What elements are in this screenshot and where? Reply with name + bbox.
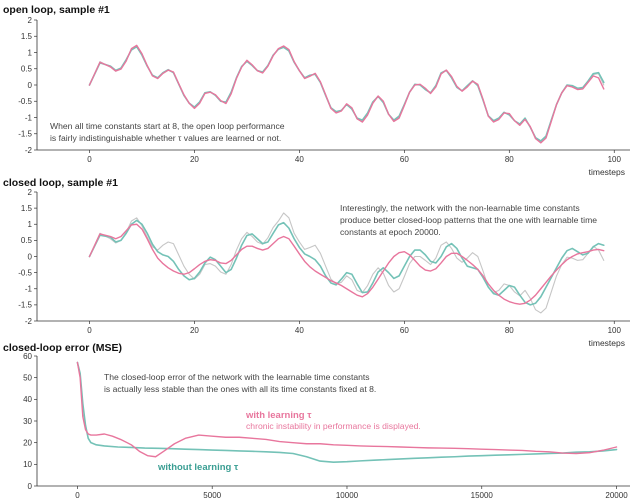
annotation-line-1: When all time constants start at 8, the … bbox=[50, 121, 285, 131]
y-tick-label: 0 bbox=[28, 252, 33, 261]
y-tick-label: 0.5 bbox=[21, 236, 33, 245]
x-tick-label: 60 bbox=[400, 155, 409, 164]
y-tick-label: 0 bbox=[28, 482, 33, 491]
annotation-line-2: is actually less stable than the ones wi… bbox=[104, 384, 376, 394]
series-line-learning bbox=[88, 223, 605, 305]
x-tick-label: 0 bbox=[87, 155, 92, 164]
y-tick-label: -0.5 bbox=[18, 97, 32, 106]
x-tick-label: 40 bbox=[295, 326, 304, 335]
series-line-learning bbox=[76, 361, 618, 458]
panel-title: open loop, sample #1 bbox=[3, 4, 110, 16]
y-tick-label: 1.5 bbox=[21, 204, 33, 213]
annotation-line-2: produce better closed-loop patterns that… bbox=[340, 215, 597, 225]
y-tick-label: 50 bbox=[23, 373, 32, 382]
panel-closed-loop-error: closed-loop error (MSE) 60 50 40 30 20 10 0 0 5… bbox=[3, 342, 630, 499]
y-tick-label: 0.5 bbox=[21, 65, 33, 74]
x-axis-label: timesteps bbox=[589, 167, 625, 177]
panel-open-loop: open loop, sample #1 2 1.5 1 0.5 0 -0.5 -1 -1.5… bbox=[3, 4, 630, 177]
y-tick-label: 20 bbox=[23, 438, 32, 447]
series-group bbox=[88, 44, 605, 144]
x-tick-label: 100 bbox=[608, 326, 622, 335]
x-tick-label: 100 bbox=[608, 155, 622, 164]
y-tick-label: 40 bbox=[23, 395, 32, 404]
y-tick-label: 1.5 bbox=[21, 32, 33, 41]
x-tick-label: 20 bbox=[190, 326, 199, 335]
y-tick-label: 2 bbox=[28, 188, 33, 197]
y-tick-label: 60 bbox=[23, 352, 32, 361]
label-without-learning: without learning τ bbox=[157, 462, 239, 473]
x-tick-label: 80 bbox=[505, 155, 514, 164]
series-line-fixed bbox=[76, 361, 618, 463]
y-tick-label: -2 bbox=[25, 317, 33, 326]
y-tick-label: 1 bbox=[28, 220, 33, 229]
x-tick-label: 10000 bbox=[336, 491, 359, 499]
y-tick-label: 1 bbox=[28, 48, 33, 57]
y-tick-label: -2 bbox=[25, 146, 33, 155]
x-ticks: 0 20 40 60 80 100 bbox=[87, 321, 621, 335]
series-group bbox=[76, 361, 618, 463]
y-tick-label: 2 bbox=[28, 16, 33, 25]
x-axis-label: timesteps bbox=[589, 338, 625, 348]
x-ticks: 0 5000 10000 15000 20000 bbox=[75, 486, 628, 499]
x-tick-label: 60 bbox=[400, 326, 409, 335]
x-tick-label: 0 bbox=[75, 491, 80, 499]
y-ticks: 2 1.5 1 0.5 0 -0.5 -1 -1.5 -2 bbox=[18, 188, 37, 326]
y-tick-label: -1 bbox=[25, 285, 33, 294]
x-ticks: 0 20 40 60 80 100 bbox=[87, 150, 621, 164]
label-with-learning: with learning τ bbox=[245, 410, 312, 421]
annotation-line-1: Interestingly, the network with the non-… bbox=[340, 203, 580, 213]
series-line-fixed bbox=[88, 219, 605, 306]
x-tick-label: 40 bbox=[295, 155, 304, 164]
label-with-learning-sub: chronic instability in performance is di… bbox=[246, 421, 421, 431]
panel-title: closed-loop error (MSE) bbox=[3, 342, 122, 354]
annotation-line-2: is fairly indistinguishable whether τ va… bbox=[50, 133, 281, 143]
annotation-line-3: constants at epoch 20000. bbox=[340, 227, 441, 237]
x-tick-label: 20 bbox=[190, 155, 199, 164]
annotation-line-1: The closed-loop error of the network wit… bbox=[104, 372, 370, 382]
y-ticks: 2 1.5 1 0.5 0 -0.5 -1 -1.5 -2 bbox=[18, 16, 37, 155]
y-tick-label: 30 bbox=[23, 417, 32, 426]
x-tick-label: 15000 bbox=[471, 491, 494, 499]
y-tick-label: -1.5 bbox=[18, 301, 32, 310]
y-tick-label: -1 bbox=[25, 113, 33, 122]
x-tick-label: 0 bbox=[87, 326, 92, 335]
x-tick-label: 20000 bbox=[605, 491, 628, 499]
x-tick-label: 80 bbox=[505, 326, 514, 335]
panel-closed-loop: closed loop, sample #1 2 1.5 1 0.5 0 -0.5 -1 -1… bbox=[3, 177, 630, 348]
y-tick-label: -1.5 bbox=[18, 130, 32, 139]
series-group bbox=[88, 212, 605, 314]
y-tick-label: 10 bbox=[23, 460, 32, 469]
y-tick-label: -0.5 bbox=[18, 268, 32, 277]
panel-title: closed loop, sample #1 bbox=[3, 177, 118, 189]
y-ticks: 60 50 40 30 20 10 0 bbox=[23, 352, 37, 491]
x-tick-label: 5000 bbox=[203, 491, 221, 499]
y-tick-label: 0 bbox=[28, 81, 33, 90]
series-line-learning bbox=[88, 44, 605, 144]
